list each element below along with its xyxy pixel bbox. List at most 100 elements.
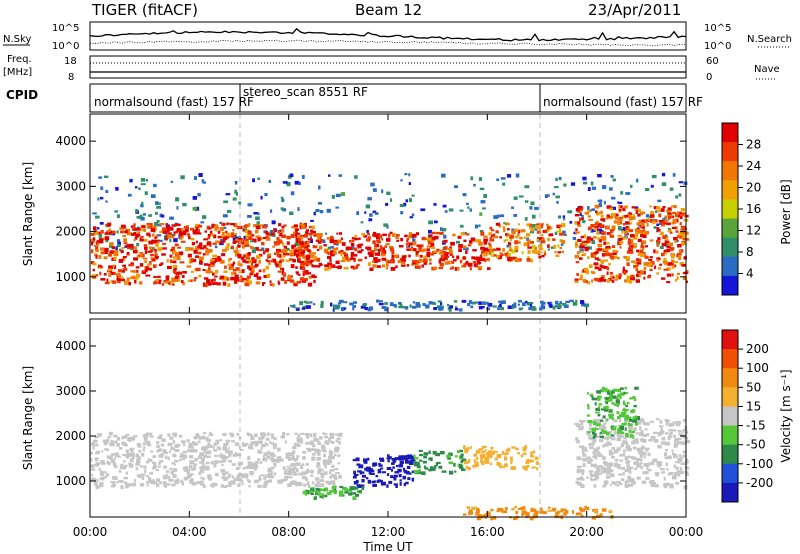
echo-cell-0 xyxy=(129,447,135,451)
echo-cell-1 xyxy=(187,279,192,283)
echo-cell-0 xyxy=(142,448,145,452)
echo-cell-1 xyxy=(122,268,128,271)
echo-cell-5 xyxy=(652,431,658,434)
echo-cell-1 xyxy=(213,260,217,264)
echo-cell-1 xyxy=(244,240,249,245)
echo-cell-0 xyxy=(331,195,335,199)
echo-cell-1 xyxy=(98,255,102,259)
echo-cell-5 xyxy=(631,456,637,460)
echo-cell-4 xyxy=(633,243,637,246)
echo-cell-4 xyxy=(574,220,578,225)
echo-cell-6 xyxy=(616,404,619,408)
echo-cell-0 xyxy=(618,201,623,204)
echo-cell-2 xyxy=(372,234,376,237)
echo-cell-2 xyxy=(348,246,352,251)
echo-cell-0 xyxy=(282,208,287,212)
echo-cell-1 xyxy=(93,244,99,247)
echo-cell-0 xyxy=(152,455,157,458)
echo-cell-0 xyxy=(150,471,154,475)
echo-cell-3 xyxy=(544,229,547,234)
echo-cell-0 xyxy=(198,471,202,476)
echo-cell-0 xyxy=(170,180,173,183)
echo-cell-5 xyxy=(337,302,342,305)
echo-cell-4 xyxy=(649,256,653,259)
echo-cell-2 xyxy=(389,260,393,263)
echo-cell-5 xyxy=(592,438,597,443)
echo-cell-1 xyxy=(289,279,294,283)
echo-cell-1 xyxy=(100,278,106,281)
echo-cell-4 xyxy=(647,275,651,279)
echo-cell-0 xyxy=(562,215,565,219)
echo-cell-5 xyxy=(622,440,627,444)
echo-cell-4 xyxy=(575,208,580,212)
echo-cell-4 xyxy=(589,264,593,268)
echo-cell-1 xyxy=(215,225,219,229)
echo-cell-0 xyxy=(287,476,293,479)
echo-cell-0 xyxy=(232,475,235,479)
echo-cell-5 xyxy=(608,449,613,454)
echo-cell-0 xyxy=(191,467,195,471)
echo-cell-0 xyxy=(200,480,203,484)
echo-cell-2 xyxy=(350,251,355,255)
echo-cell-1 xyxy=(258,237,263,241)
echo-cell-4 xyxy=(673,237,678,241)
echo-cell-0 xyxy=(135,186,138,189)
echo-cell-1 xyxy=(248,236,253,241)
echo-cell-1 xyxy=(125,281,130,285)
echo-cell-0 xyxy=(577,206,580,209)
echo-cell-0 xyxy=(243,473,249,477)
echo-cell-2 xyxy=(432,450,437,455)
echo-cell-0 xyxy=(197,455,202,459)
echo-cell-0 xyxy=(298,181,301,186)
velocity-colorbar-title: Velocity [m s⁻¹] xyxy=(779,369,793,462)
echo-cell-2 xyxy=(439,258,443,261)
echo-cell-5 xyxy=(578,427,583,431)
echo-cell-2 xyxy=(353,253,358,257)
echo-cell-0 xyxy=(175,448,179,452)
echo-cell-7 xyxy=(542,511,547,515)
echo-cell-0 xyxy=(272,443,277,447)
echo-cell-1 xyxy=(177,246,182,249)
echo-cell-1 xyxy=(267,253,271,257)
echo-cell-1 xyxy=(249,234,255,237)
echo-cell-5 xyxy=(601,426,607,430)
echo-cell-0 xyxy=(191,448,196,453)
echo-cell-1 xyxy=(235,246,238,250)
echo-cell-1 xyxy=(244,282,250,287)
echo-cell-6 xyxy=(635,415,638,420)
echo-cell-2 xyxy=(480,254,483,259)
echo-cell-0 xyxy=(95,485,100,490)
echo-cell-5 xyxy=(449,305,453,309)
echo-cell-1 xyxy=(361,479,365,483)
y-tick-label: 4000 xyxy=(55,339,86,353)
echo-cell-1 xyxy=(263,236,267,239)
echo-cell-5 xyxy=(660,441,666,445)
echo-cell-2 xyxy=(313,258,318,262)
echo-cell-2 xyxy=(449,470,454,475)
echo-cell-4 xyxy=(684,231,689,235)
echo-cell-4 xyxy=(677,214,681,217)
colorbar-tick-label: 24 xyxy=(746,159,761,173)
echo-cell-2 xyxy=(440,254,445,258)
echo-cell-1 xyxy=(187,233,190,237)
echo-cell-5 xyxy=(360,305,366,309)
echo-cell-1 xyxy=(296,232,301,235)
echo-cell-3 xyxy=(520,229,526,233)
echo-cell-0 xyxy=(227,447,230,450)
echo-cell-5 xyxy=(590,458,592,462)
echo-cell-1 xyxy=(222,281,227,286)
echo-cell-0 xyxy=(328,437,331,442)
echo-cell-1 xyxy=(247,231,252,234)
echo-cell-5 xyxy=(362,304,367,307)
echo-cell-3 xyxy=(545,229,550,232)
echo-cell-1 xyxy=(395,464,399,468)
echo-cell-0 xyxy=(322,459,328,464)
echo-cell-4 xyxy=(619,241,624,245)
echo-cell-0 xyxy=(190,446,194,449)
echo-cell-4 xyxy=(659,231,664,236)
echo-cell-5 xyxy=(626,479,629,483)
echo-cell-0 xyxy=(183,442,186,446)
echo-cell-5 xyxy=(600,470,605,474)
echo-cell-0 xyxy=(587,246,592,250)
echo-cell-1 xyxy=(394,457,399,460)
